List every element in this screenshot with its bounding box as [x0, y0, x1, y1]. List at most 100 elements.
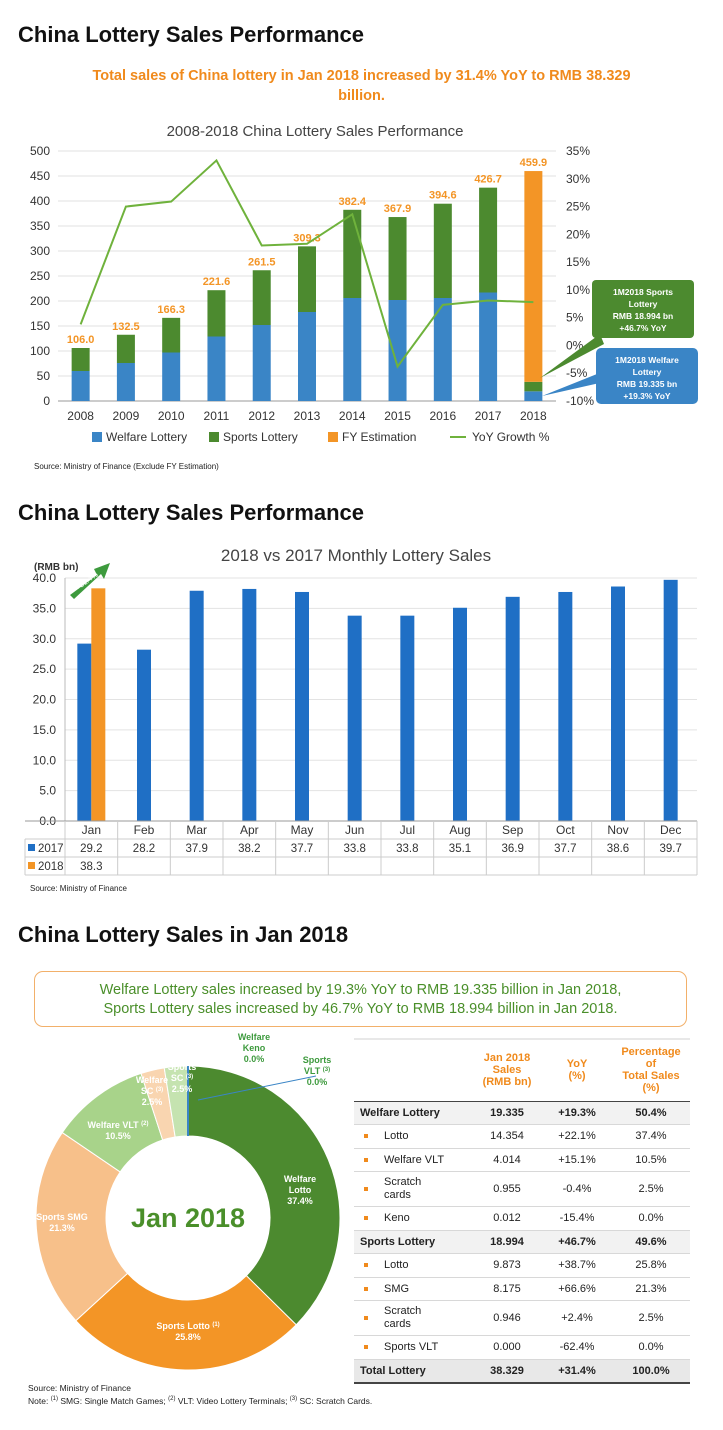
table-row: Scratch cards 0.946 +2.4% 2.5% [354, 1301, 690, 1336]
y-tick-label: 100 [30, 344, 50, 358]
summary-box: Welfare Lottery sales increased by 19.3%… [34, 971, 687, 1027]
chart-title: 2018 vs 2017 Monthly Lottery Sales [221, 546, 491, 565]
annual-headline-line1: Total sales of China lottery in Jan 2018… [92, 68, 631, 84]
y-tick-label: 500 [30, 144, 50, 158]
y-tick-label: 35.0 [33, 601, 57, 615]
row-label: Welfare Lottery [354, 1101, 472, 1125]
table-value-2017: 37.9 [185, 843, 207, 855]
table-row: Welfare Lottery 19.335 +19.3% 50.4% [354, 1101, 690, 1125]
row-label: Keno [354, 1207, 472, 1231]
note-sup-3: (3) [289, 1396, 298, 1402]
table-row: Lotto 9.873 +38.7% 25.8% [354, 1254, 690, 1277]
callout-welfare-text: +19.3% YoY [623, 391, 671, 401]
bar-welfare [207, 336, 226, 401]
table-value-2017: 28.2 [133, 843, 155, 855]
callout-welfare-text: RMB 19.335 bn [617, 379, 677, 389]
x-tick-label: Jun [345, 823, 364, 837]
x-tick-label: Jul [400, 823, 415, 837]
table-value-2017: 37.7 [291, 843, 313, 855]
row-label: Scratch cards [354, 1301, 472, 1336]
jan-note: Note: (1) SMG: Single Match Games; (2) V… [28, 1394, 372, 1407]
yoy-growth-line [79, 158, 534, 369]
header-pct-line1: Percentage [621, 1046, 681, 1059]
bar-sports [479, 187, 498, 293]
table-value-2017: 38.2 [238, 843, 260, 855]
y2-tick-label: 25% [566, 200, 590, 214]
cell-yoy: +38.7% [558, 1259, 596, 1272]
slice [35, 1131, 129, 1322]
cell-yoy: +15.1% [558, 1153, 596, 1166]
x-tick-label: 2015 [384, 409, 411, 423]
x-tick-label: 2017 [475, 409, 502, 423]
callout-sports-text: Lottery [629, 299, 658, 309]
header-sales-line2: Sales [492, 1064, 522, 1077]
slice [75, 1272, 297, 1371]
cell-pct: 0.0% [638, 1341, 664, 1354]
bar-2017 [137, 649, 151, 821]
x-tick-label: Nov [607, 823, 628, 837]
table-value-2017: 38.6 [607, 843, 629, 855]
y-tick-label: 40.0 [33, 571, 57, 585]
legend-label: FY Estimation [342, 430, 416, 444]
bar-2018 [91, 588, 106, 821]
bar-welfare [252, 325, 271, 401]
x-tick-label: May [291, 823, 314, 837]
legend-swatch [92, 432, 102, 442]
bar-sports [388, 217, 407, 300]
slice-label: 21.3% [49, 1223, 75, 1233]
table-row: Scratch cards 0.955 -0.4% 2.5% [354, 1172, 690, 1207]
note-prefix: Note: [28, 1395, 51, 1406]
header-percentage: Percentage of Total Sales (%) [612, 1039, 690, 1101]
x-tick-label: Jan [82, 823, 101, 837]
cell-pct: 2.5% [638, 1312, 664, 1324]
x-tick-label: Aug [449, 823, 470, 837]
bar-2017 [77, 643, 92, 821]
cell-sales: 8.175 [493, 1282, 521, 1295]
bar-2017 [295, 591, 309, 821]
row-label: Sports VLT [354, 1336, 472, 1360]
cell-sales: 19.335 [490, 1106, 524, 1119]
cell-yoy: -15.4% [559, 1212, 595, 1225]
slice-label: Lotto [289, 1185, 312, 1195]
x-tick-label: 2018 [520, 409, 547, 423]
slice-label: SC (3) [141, 1086, 163, 1096]
bullet-icon [364, 1286, 368, 1291]
header-yoy-line2: (%) [568, 1070, 586, 1083]
slice-label-sup: (3) [186, 1074, 193, 1080]
table-value-2018: 38.3 [80, 861, 102, 873]
table-row: Sports VLT 0.000 -62.4% 0.0% [354, 1336, 690, 1360]
note-sup-1: (1) [50, 1396, 59, 1402]
row-label: Welfare VLT [354, 1148, 472, 1172]
table-value-2017: 29.2 [80, 843, 102, 855]
cell-sales: 0.946 [493, 1312, 521, 1324]
table-row: Welfare VLT 4.014 +15.1% 10.5% [354, 1148, 690, 1172]
row-label-text: SMG [384, 1282, 410, 1295]
cell-sales: 38.329 [490, 1364, 524, 1377]
donut-center-label: Jan 2018 [131, 1203, 245, 1233]
slice-label-sup: (3) [323, 1067, 330, 1073]
header-yoy-line1: YoY [566, 1058, 588, 1071]
y2-tick-label: -5% [566, 366, 588, 380]
cell-yoy: +22.1% [558, 1130, 596, 1143]
bar-total-label: 382.4 [339, 196, 367, 208]
growth-arrow [70, 563, 110, 599]
bar-welfare [343, 298, 362, 401]
y-tick-label: 25.0 [33, 662, 57, 676]
cell-yoy: +19.3% [558, 1106, 596, 1119]
bullet-icon [364, 1263, 368, 1268]
slice-label: Welfare [284, 1174, 316, 1184]
bar-welfare [524, 391, 543, 401]
bar-total-label: 221.6 [203, 276, 231, 288]
annual-sales-chart: 2008-2018 China Lottery Sales Performanc… [30, 123, 698, 444]
y2-tick-label: 35% [566, 144, 590, 158]
legend-swatch [209, 432, 219, 442]
y-tick-label: 15.0 [33, 723, 57, 737]
row-label: SMG [354, 1277, 472, 1301]
cell-sales: 0.000 [493, 1341, 521, 1354]
slice-label: 0.0% [307, 1077, 328, 1087]
y-tick-label: 400 [30, 194, 50, 208]
bar-total-label: 132.5 [112, 321, 140, 333]
summary-line1: Welfare Lottery sales increased by 19.3%… [99, 982, 622, 998]
y-tick-label: 50 [37, 369, 51, 383]
cell-yoy: +46.7% [558, 1235, 596, 1248]
